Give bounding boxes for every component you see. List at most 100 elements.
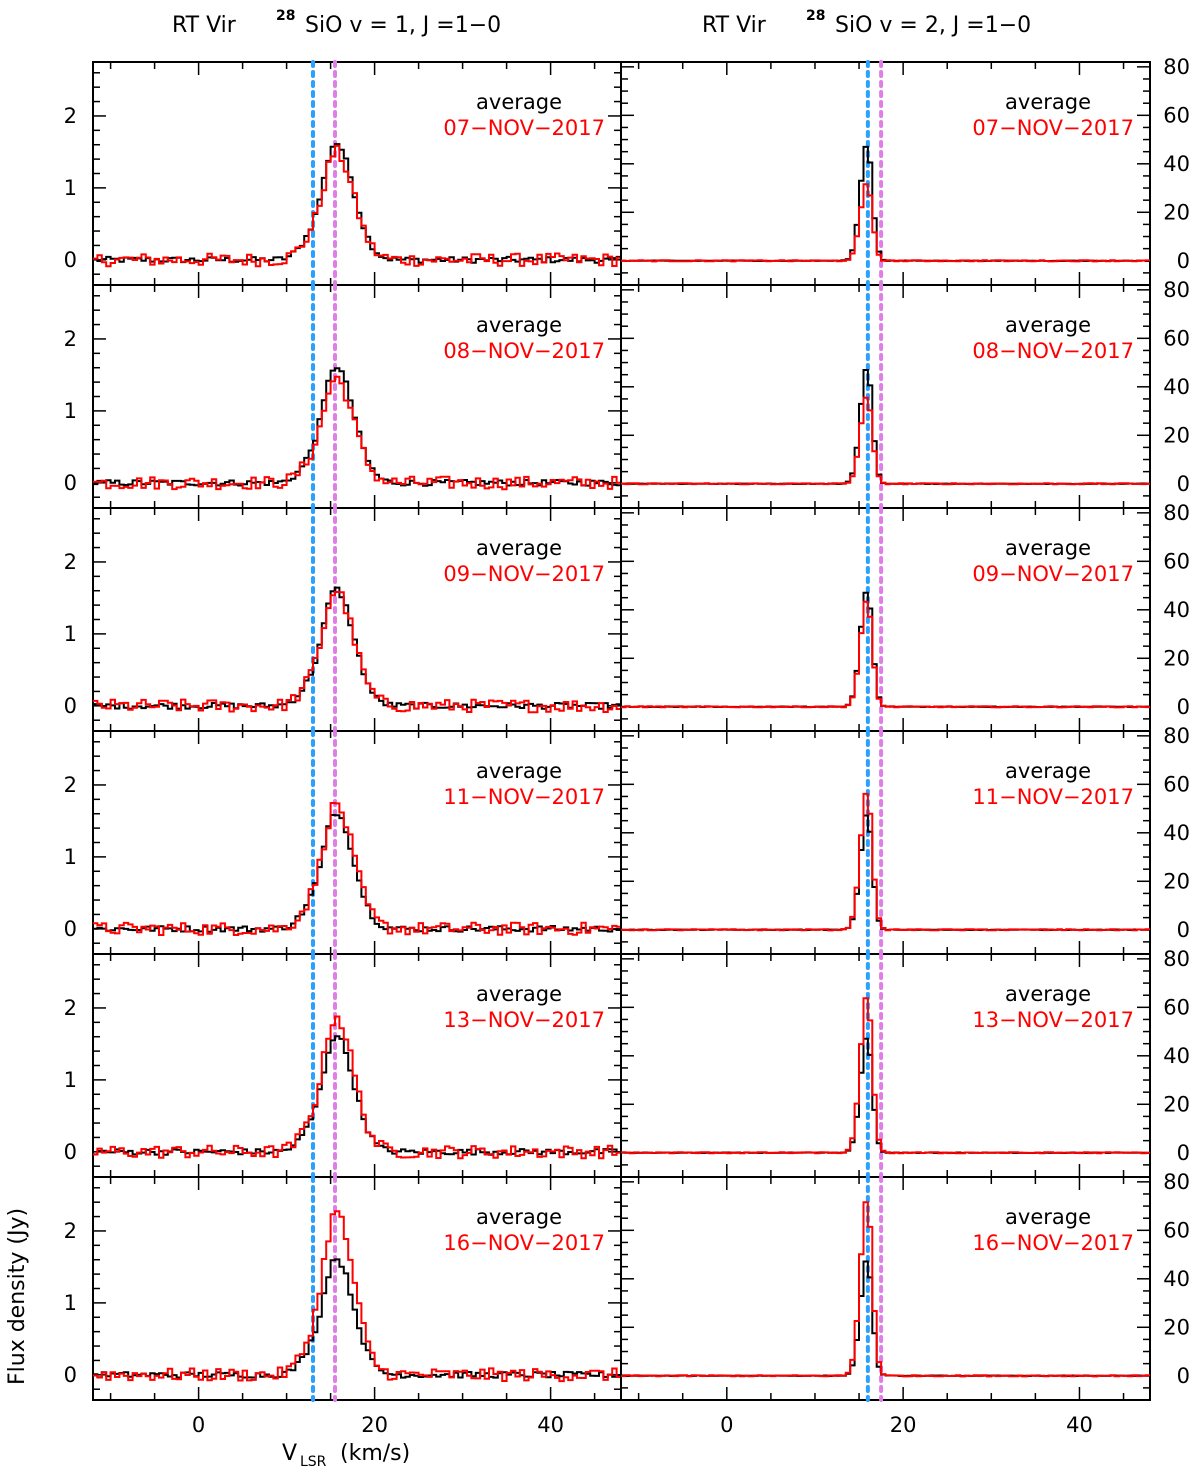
y-tick-label: 80 <box>1163 1170 1190 1194</box>
legend-average: average <box>1005 1205 1091 1229</box>
y-tick-label: 2 <box>64 773 77 797</box>
legend-date: 16−NOV−2017 <box>443 1231 605 1255</box>
average-spectrum <box>621 1037 1150 1154</box>
x-tick-label: 0 <box>192 1413 205 1437</box>
legend-average: average <box>476 1205 562 1229</box>
y-tick-label: 20 <box>1163 423 1190 447</box>
x-axis-label: V LSR (km/s) <box>282 1441 410 1470</box>
y-tick-label: 0 <box>64 1140 77 1164</box>
y-tick-label: 1 <box>64 622 77 646</box>
legend-average: average <box>1005 90 1091 114</box>
date-spectrum <box>93 375 621 491</box>
average-spectrum <box>93 1258 621 1379</box>
average-spectrum <box>621 591 1150 708</box>
y-tick-label: 40 <box>1163 821 1190 845</box>
y-tick-label: 0 <box>64 694 77 718</box>
y-tick-label: 60 <box>1163 549 1190 573</box>
x-tick-labels: 0 20 40 0 20 40 <box>192 1413 1093 1437</box>
average-spectrum <box>93 367 621 487</box>
y-tick-label: 1 <box>64 176 77 200</box>
y-tick-label: 40 <box>1163 1267 1190 1291</box>
average-spectrum <box>621 145 1150 262</box>
legend-date: 13−NOV−2017 <box>443 1008 605 1032</box>
right-title-prefix: RT Vir <box>702 13 767 38</box>
y-tick-label: 60 <box>1163 1218 1190 1242</box>
y-tick-label: 0 <box>64 917 77 941</box>
average-spectrum <box>93 814 621 933</box>
y-tick-label: 0 <box>1177 1141 1190 1165</box>
x-tick-label: 20 <box>890 1413 917 1437</box>
y-tick-label: 40 <box>1163 152 1190 176</box>
average-spectrum <box>93 586 621 710</box>
right-column-title: RT Vir 28 SiO v = 2, J =1−0 <box>702 8 1031 38</box>
legend-date: 11−NOV−2017 <box>443 785 605 809</box>
y-tick-label: 2 <box>64 550 77 574</box>
y-tick-label: 80 <box>1163 724 1190 748</box>
legend-date: 09−NOV−2017 <box>972 562 1134 586</box>
y-tick-label: 0 <box>1177 249 1190 273</box>
average-spectrum <box>621 814 1150 931</box>
x-tick-label: 20 <box>361 1413 388 1437</box>
left-title-prefix: RT Vir <box>172 13 237 38</box>
panel-grid: 012average07−NOV−2017012average08−NOV−20… <box>64 55 1190 1402</box>
left-title-isotope: 28 <box>276 8 295 24</box>
y-tick-label: 20 <box>1163 200 1190 224</box>
legend-date: 16−NOV−2017 <box>972 1231 1134 1255</box>
y-tick-label: 0 <box>64 471 77 495</box>
y-tick-label: 2 <box>64 996 77 1020</box>
legend-average: average <box>476 90 562 114</box>
y-tick-label: 20 <box>1163 646 1190 670</box>
legend-date: 08−NOV−2017 <box>972 339 1134 363</box>
legend-date: 08−NOV−2017 <box>443 339 605 363</box>
date-spectrum <box>621 183 1150 263</box>
x-axis-label-v: V <box>282 1441 297 1466</box>
average-spectrum <box>93 1035 621 1156</box>
date-spectrum <box>93 802 621 936</box>
y-tick-label: 40 <box>1163 598 1190 622</box>
legend-average: average <box>476 982 562 1006</box>
y-tick-label: 20 <box>1163 1315 1190 1339</box>
y-tick-label: 1 <box>64 845 77 869</box>
legend-average: average <box>476 759 562 783</box>
legend-average: average <box>1005 759 1091 783</box>
y-tick-label: 80 <box>1163 947 1190 971</box>
y-tick-label: 40 <box>1163 375 1190 399</box>
y-tick-label: 80 <box>1163 278 1190 302</box>
y-tick-label: 0 <box>1177 1364 1190 1388</box>
y-tick-label: 0 <box>64 1363 77 1387</box>
x-axis-label-sub: LSR <box>300 1454 327 1470</box>
right-title-isotope: 28 <box>806 8 825 24</box>
y-tick-label: 0 <box>1177 918 1190 942</box>
y-tick-label: 80 <box>1163 501 1190 525</box>
x-axis-label-unit: (km/s) <box>340 1441 410 1466</box>
y-tick-label: 80 <box>1163 55 1190 79</box>
y-tick-label: 60 <box>1163 103 1190 127</box>
y-tick-label: 1 <box>64 1291 77 1315</box>
right-title-molecule: SiO v = 2, J =1−0 <box>835 13 1031 38</box>
average-spectrum <box>621 1260 1150 1377</box>
y-tick-label: 1 <box>64 399 77 423</box>
average-spectrum <box>621 369 1150 485</box>
left-column-title: RT Vir 28 SiO v = 1, J =1−0 <box>172 8 501 38</box>
date-spectrum <box>93 1210 621 1383</box>
y-tick-label: 20 <box>1163 869 1190 893</box>
x-tick-label: 0 <box>720 1413 733 1437</box>
legend-date: 07−NOV−2017 <box>443 116 605 140</box>
y-tick-label: 60 <box>1163 326 1190 350</box>
date-spectrum <box>93 591 621 714</box>
y-tick-label: 2 <box>64 1219 77 1243</box>
legend-average: average <box>1005 982 1091 1006</box>
y-tick-label: 0 <box>1177 695 1190 719</box>
y-tick-label: 2 <box>64 327 77 351</box>
